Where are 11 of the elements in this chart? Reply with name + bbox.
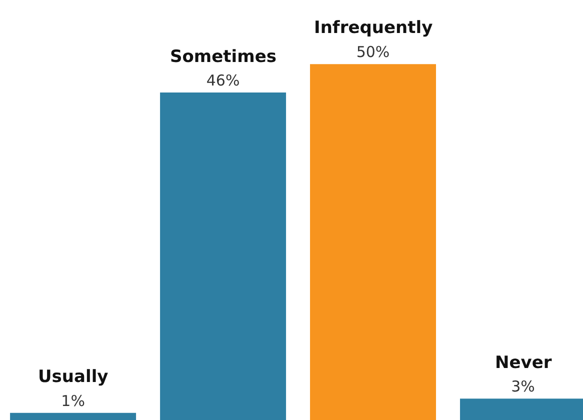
data-label: 46%	[206, 72, 240, 90]
x-tick-label: Usually	[38, 367, 108, 387]
x-tick-label: Sometimes	[170, 47, 276, 67]
x-tick-label: Never	[495, 353, 552, 373]
data-label: 1%	[61, 392, 85, 410]
bar	[160, 92, 286, 420]
bar	[310, 64, 436, 420]
data-label: 3%	[511, 378, 535, 396]
x-tick-label: Infrequently	[314, 18, 433, 38]
data-label: 50%	[356, 43, 390, 62]
bar	[10, 412, 136, 420]
